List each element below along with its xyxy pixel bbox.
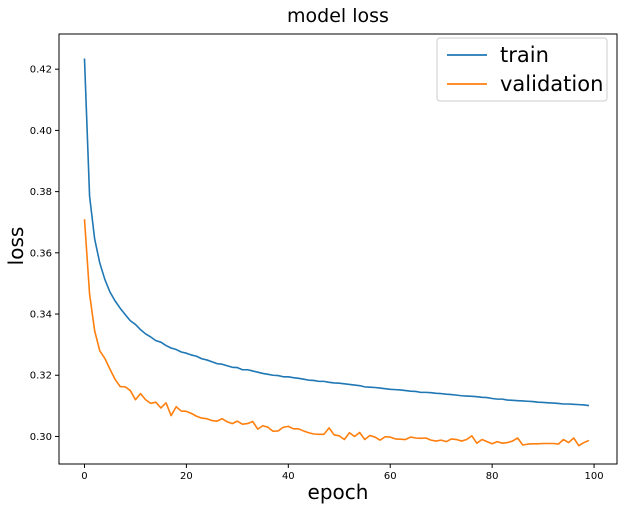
legend-box	[436, 37, 608, 102]
y-tick-label: 0.36	[30, 248, 52, 259]
chart-title: model loss	[287, 5, 389, 27]
x-axis-title: epoch	[308, 480, 369, 504]
series-lines	[83, 58, 590, 447]
plot-area	[58, 33, 618, 465]
legend-label-train: train	[500, 43, 549, 67]
y-tick-label: 0.30	[30, 432, 52, 443]
series-line-validation	[83, 219, 590, 447]
y-tick-label: 0.40	[30, 126, 52, 137]
y-tick-label: 0.34	[30, 310, 52, 321]
y-tick-label: 0.38	[30, 187, 52, 198]
y-axis-ticks: 0.30 0.32 0.34 0.36 0.38 0.40 0.42	[30, 65, 59, 443]
y-tick-label: 0.42	[30, 65, 52, 76]
x-axis-ticks: 0 20 40 60 80 100	[81, 464, 604, 482]
x-tick-label: 80	[486, 471, 499, 482]
series-line-train	[83, 58, 590, 407]
legend-label-validation: validation	[500, 72, 603, 96]
x-tick-label: 20	[180, 471, 193, 482]
x-tick-label: 100	[585, 471, 604, 482]
x-tick-label: 60	[384, 471, 397, 482]
y-axis-title: loss	[4, 227, 28, 266]
x-tick-label: 40	[282, 471, 295, 482]
y-tick-label: 0.32	[30, 371, 52, 382]
plot-frame	[58, 33, 618, 465]
legend: train validation	[436, 37, 608, 102]
x-tick-label: 0	[81, 471, 87, 482]
